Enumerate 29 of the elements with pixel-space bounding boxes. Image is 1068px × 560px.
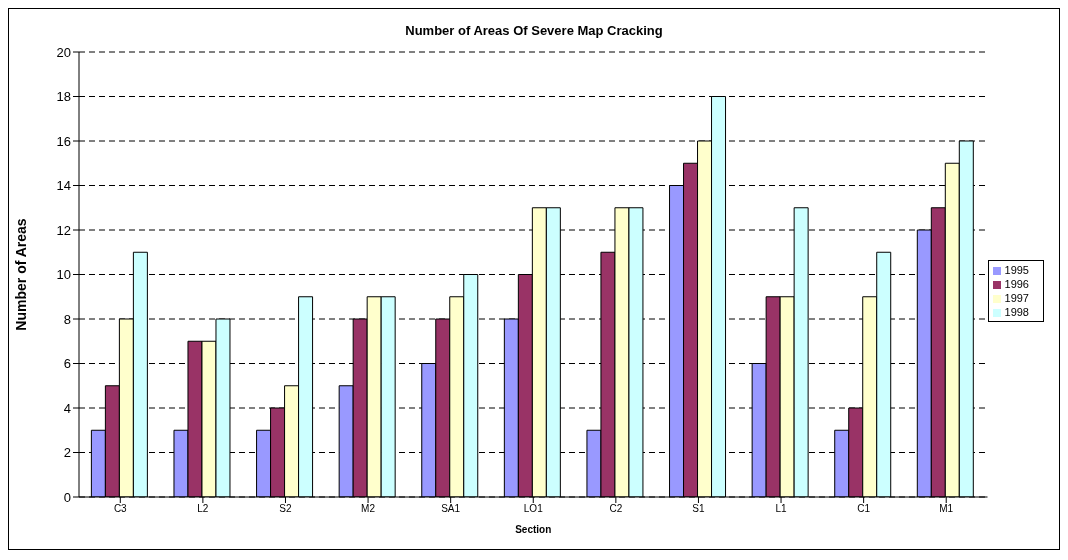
y-tick-label: 14 <box>56 178 71 194</box>
x-tick-label: M2 <box>361 503 376 515</box>
x-tick-label: C3 <box>113 503 128 515</box>
y-tick-label: 2 <box>63 445 71 461</box>
y-axis-title: Number of Areas <box>12 218 29 331</box>
x-tick-label: C1 <box>857 503 871 515</box>
y-tick-label: 16 <box>56 133 71 149</box>
y-tick-label: 10 <box>56 267 71 283</box>
y-tick-label: 20 <box>56 44 71 60</box>
x-tick-label: M1 <box>939 503 954 515</box>
x-tick-label: SA1 <box>441 503 461 515</box>
legend-label: 1995 <box>1004 263 1029 276</box>
legend-label: 1996 <box>1004 277 1029 290</box>
y-tick-label: 4 <box>63 400 71 416</box>
legend-label: 1997 <box>1004 291 1029 304</box>
y-tick-label: 12 <box>56 222 71 238</box>
y-tick-label: 6 <box>63 356 71 372</box>
x-tick-label: S1 <box>692 503 705 515</box>
legend-label: 1998 <box>1004 305 1029 318</box>
x-tick-label: L1 <box>775 503 788 515</box>
x-tick-label: LO1 <box>523 503 544 515</box>
y-tick-label: 0 <box>63 489 71 505</box>
x-tick-label: L2 <box>197 503 209 515</box>
x-tick-label: S2 <box>279 503 293 515</box>
y-tick-label: 18 <box>56 89 71 105</box>
y-tick-label: 8 <box>63 311 71 327</box>
x-tick-label: C2 <box>609 503 623 515</box>
x-axis-title: Section <box>515 524 552 535</box>
chart-title: Number of Areas Of Severe Map Cracking <box>404 23 664 38</box>
